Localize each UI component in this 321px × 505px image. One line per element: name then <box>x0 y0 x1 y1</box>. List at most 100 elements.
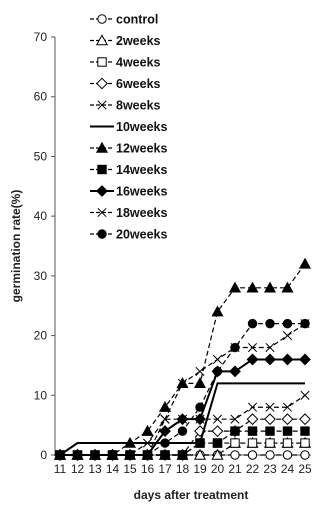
data-point-control <box>300 450 310 460</box>
x-tick-label: 11 <box>54 462 67 476</box>
data-point-20weeks <box>55 450 65 460</box>
data-point-12weeks <box>263 281 277 293</box>
legend-marker-20weeks <box>97 229 107 239</box>
x-tick-label: 17 <box>158 462 172 476</box>
data-point-14weeks <box>247 426 258 436</box>
data-point-18weeks <box>212 354 223 365</box>
data-point-control <box>230 450 240 460</box>
legend-label-14weeks: 14weeks <box>116 163 167 177</box>
data-point-20weeks <box>265 318 275 329</box>
x-tick-label: 18 <box>176 462 190 476</box>
legend-marker-2weeks <box>95 34 109 46</box>
series-18weeks <box>55 319 310 460</box>
legend-label-8weeks: 8weeks <box>116 99 161 113</box>
data-point-4weeks <box>247 438 258 448</box>
data-point-2weeks <box>211 448 224 460</box>
y-tick-label: 60 <box>34 90 48 104</box>
data-point-12weeks <box>193 377 207 389</box>
y-ticks: 0 10 20 30 40 50 60 70 <box>34 30 55 462</box>
data-point-8weeks <box>247 402 258 412</box>
axes <box>54 37 311 456</box>
x-tick-label: 14 <box>106 462 120 476</box>
data-point-20weeks <box>107 450 118 460</box>
legend-item-12weeks: 12weeks <box>90 142 167 156</box>
data-point-2weeks <box>193 448 207 460</box>
data-point-14weeks <box>265 426 275 436</box>
x-tick-label: 19 <box>193 462 207 476</box>
legend-marker-8weeks <box>97 100 107 110</box>
data-point-20weeks <box>72 450 83 460</box>
legend-marker-12weeks <box>95 141 109 153</box>
data-point-16weeks <box>229 365 241 378</box>
data-point-20weeks <box>125 450 135 460</box>
y-tick-label: 0 <box>40 448 47 462</box>
data-point-16weeks <box>159 425 171 438</box>
data-point-16weeks <box>194 413 206 426</box>
legend-label-12weeks: 12weeks <box>116 142 167 156</box>
legend-marker-14weeks <box>97 164 107 175</box>
x-tick-label: 22 <box>246 462 260 476</box>
data-point-20weeks <box>230 342 240 353</box>
legend-item-2weeks: 2weeks <box>90 34 161 48</box>
x-tick-label: 25 <box>298 462 312 476</box>
series-20weeks <box>55 318 310 460</box>
data-point-14weeks <box>230 426 240 436</box>
data-point-18weeks <box>177 378 188 388</box>
legend-marker-16weeks <box>96 185 108 197</box>
legend-marker-control <box>97 14 107 24</box>
data-point-8weeks <box>230 414 240 424</box>
data-point-14weeks <box>212 438 223 448</box>
data-point-8weeks <box>212 414 223 424</box>
data-point-control <box>282 450 293 460</box>
x-tick-label: 23 <box>263 462 277 476</box>
data-point-20weeks <box>282 318 293 329</box>
legend-marker-6weeks <box>96 77 108 90</box>
data-point-20weeks <box>300 318 310 329</box>
legend-marker-4weeks <box>97 57 107 67</box>
legend-label-16weeks: 16weeks <box>116 185 167 199</box>
data-point-14weeks <box>195 438 205 448</box>
data-point-4weeks <box>282 438 293 448</box>
data-point-12weeks <box>158 400 172 412</box>
data-point-20weeks <box>160 438 170 448</box>
legend-item-8weeks: 8weeks <box>90 99 161 113</box>
legend-item-16weeks: 16weeks <box>90 185 167 199</box>
series-line-10weeks <box>59 382 305 456</box>
x-axis-title: days after treatment <box>134 488 249 502</box>
legend-label-20weeks: 20weeks <box>116 228 167 242</box>
data-point-12weeks <box>298 257 312 269</box>
data-point-4weeks <box>265 438 275 448</box>
legend-label-control: control <box>116 13 158 27</box>
data-point-control <box>265 450 275 460</box>
data-point-20weeks <box>195 402 205 412</box>
legend: control 2weeks 4weeks 6weeks 8weeks 10weeks 12… <box>90 13 167 242</box>
x-ticks: 11 12 13 14 15 16 17 18 19 20 21 22 23 24 25 <box>54 455 312 476</box>
legend-label-4weeks: 4weeks <box>116 56 161 70</box>
data-point-12weeks <box>228 281 242 293</box>
x-tick-label: 13 <box>88 462 102 476</box>
data-point-12weeks <box>211 305 224 317</box>
data-point-18weeks <box>142 438 153 448</box>
legend-label-6weeks: 6weeks <box>116 77 161 91</box>
data-point-18weeks <box>247 342 258 353</box>
data-point-16weeks <box>176 413 189 426</box>
data-point-14weeks <box>282 426 293 436</box>
x-tick-label: 12 <box>71 462 85 476</box>
y-tick-label: 70 <box>34 30 48 44</box>
data-point-18weeks <box>282 331 293 341</box>
y-tick-label: 40 <box>34 209 48 223</box>
data-point-20weeks <box>212 366 223 377</box>
data-point-16weeks <box>264 353 276 366</box>
data-point-20weeks <box>90 450 100 460</box>
y-axis-title: germination rate(%) <box>9 190 23 303</box>
data-point-18weeks <box>265 342 275 353</box>
data-point-14weeks <box>177 450 188 460</box>
x-tick-label: 24 <box>281 462 295 476</box>
legend-item-18weeks: 18weeks <box>90 206 167 220</box>
data-point-12weeks <box>141 424 154 436</box>
data-point-control <box>247 450 258 460</box>
legend-item-14weeks: 14weeks <box>90 163 167 177</box>
data-point-14weeks <box>300 426 310 436</box>
data-point-6weeks <box>246 413 259 426</box>
